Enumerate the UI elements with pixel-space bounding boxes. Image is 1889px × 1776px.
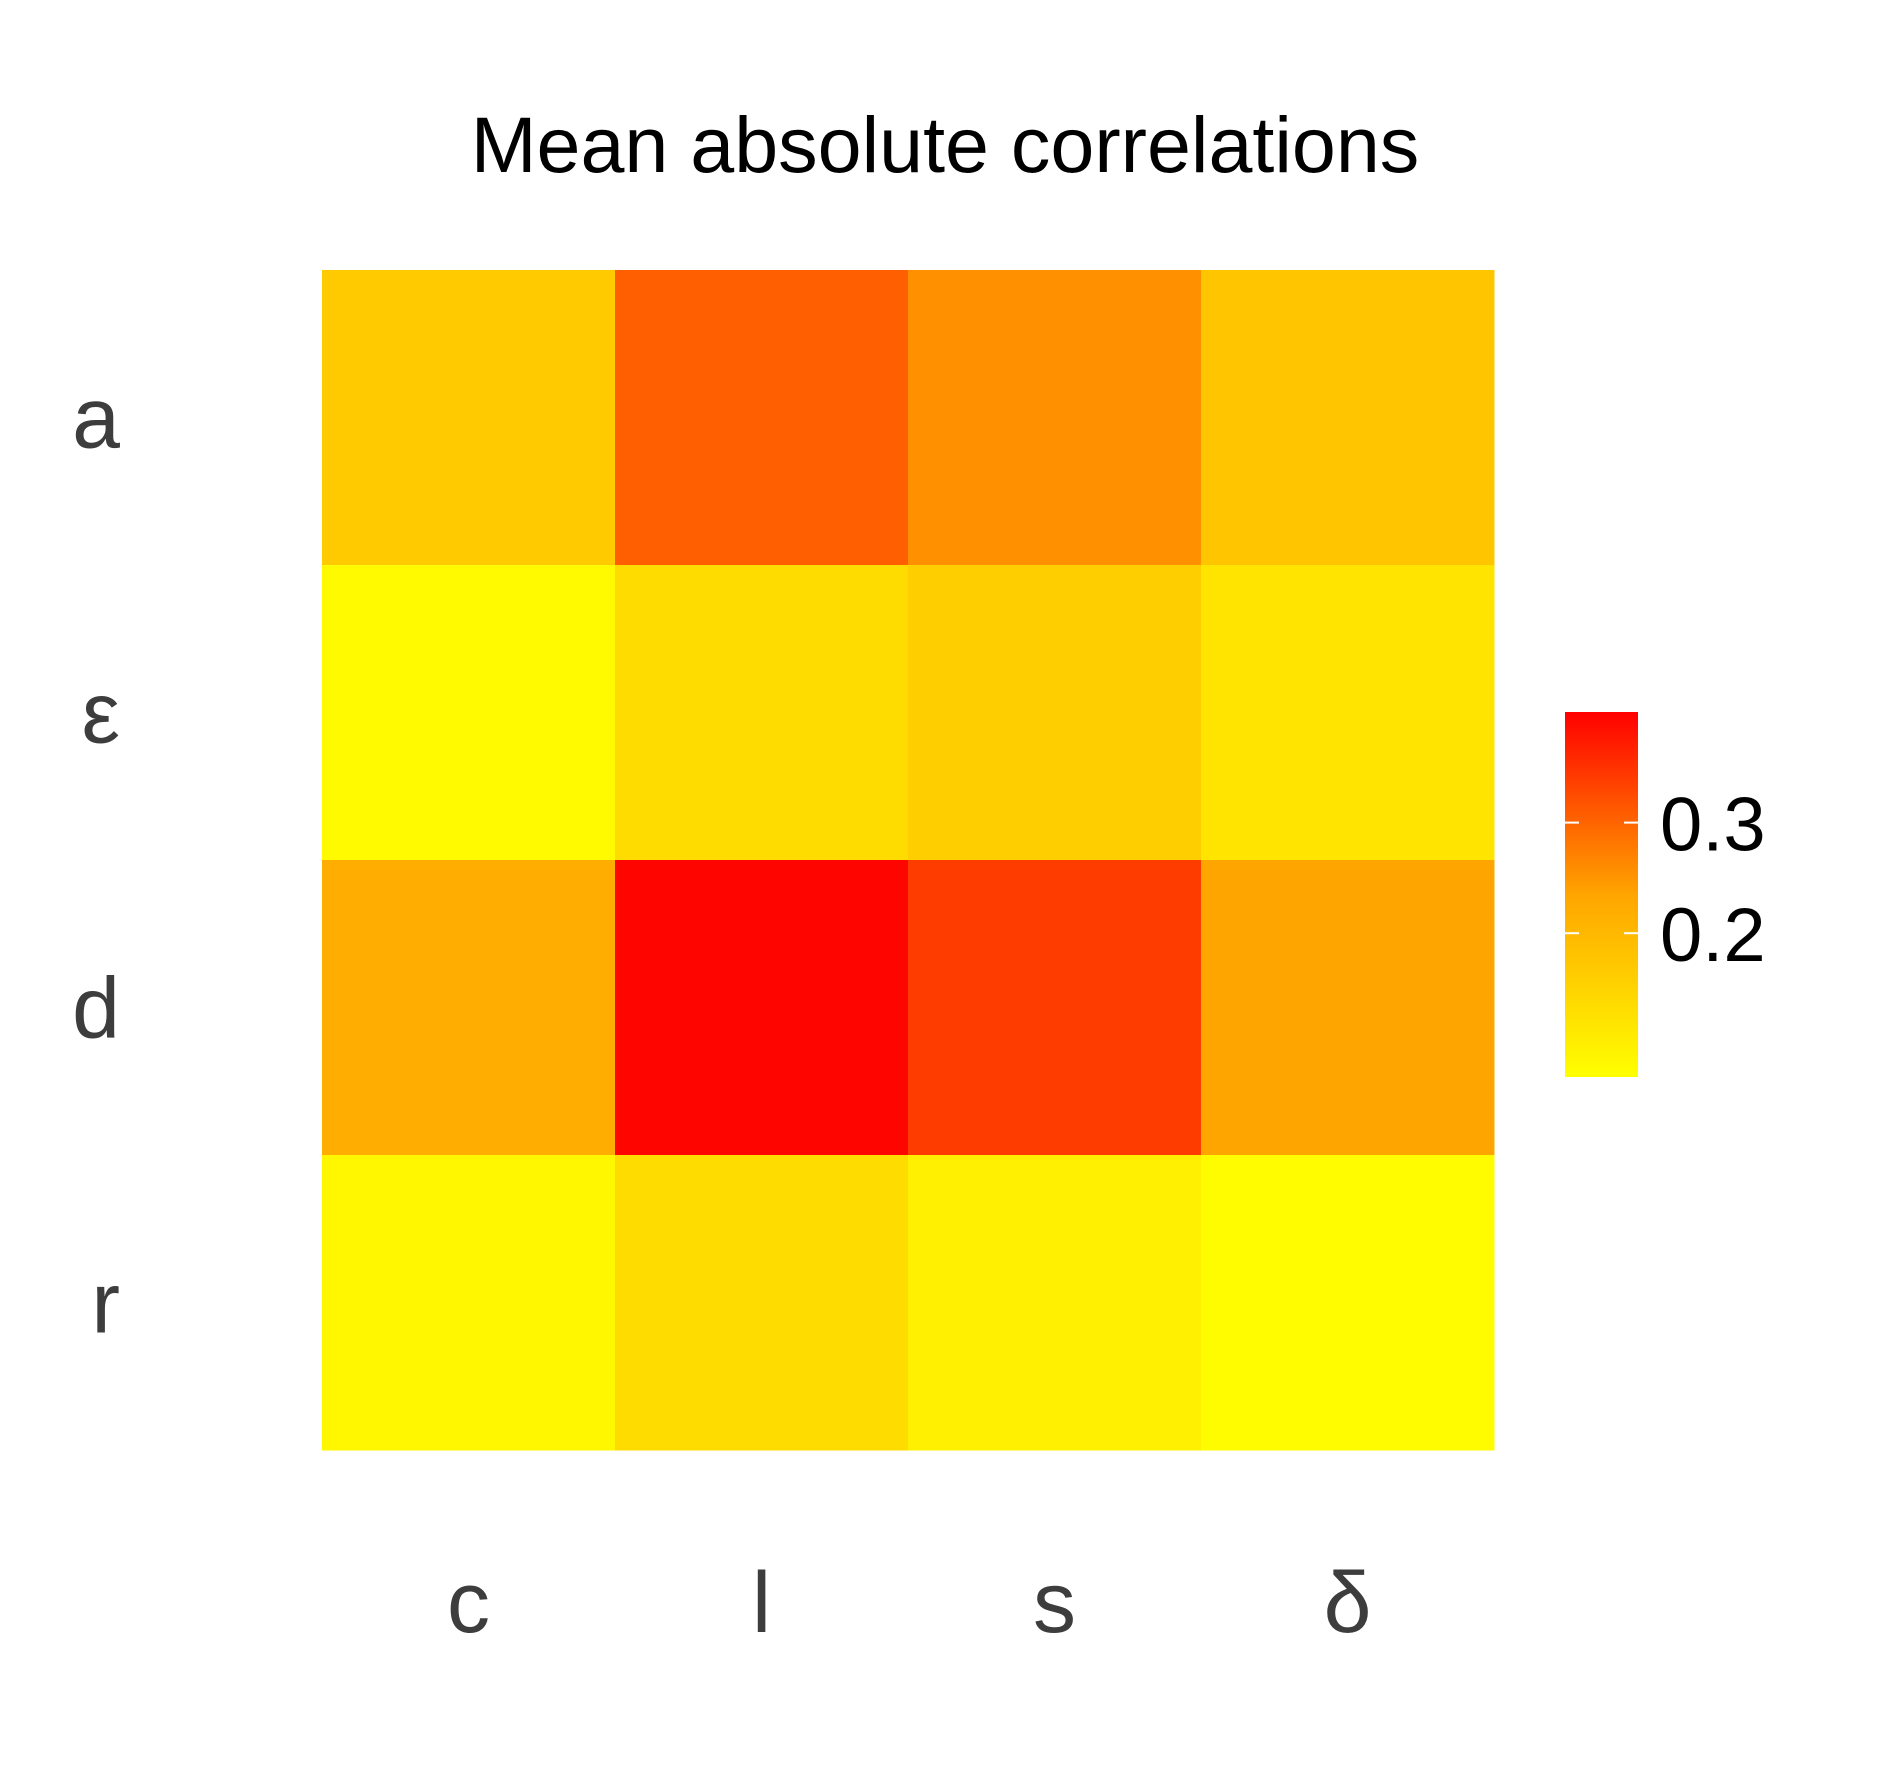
x-tick-label: s [1033,1555,1076,1651]
heatmap-cell [908,860,1202,1156]
heatmap-cell [1201,565,1495,861]
colorbar-tick-label: 0.3 [1660,783,1766,868]
y-tick-label: d [72,961,120,1057]
colorbar-tick-label: 0.2 [1660,893,1766,978]
heatmap-cell [1201,860,1495,1156]
heatmap-cell [615,565,909,861]
heatmap-cell [1201,1155,1495,1451]
chart-title: Mean absolute correlations [471,100,1420,189]
colorbar-legend: 0.20.3 [1565,712,1766,1077]
x-tick-label: c [447,1555,490,1651]
y-tick-label: ε [82,666,120,762]
y-tick-label: a [72,371,120,467]
heatmap-cell [615,270,909,566]
y-tick-label: r [91,1256,120,1352]
x-tick-label: δ [1324,1555,1372,1651]
heatmap-cell [322,565,616,861]
heatmap-cell [322,1155,616,1451]
y-axis-labels: a ε d r [72,371,120,1352]
heatmap-cell [615,1155,909,1451]
x-tick-label: l [752,1555,771,1651]
heatmap-cells [322,270,1495,1451]
heatmap-cell [908,565,1202,861]
heatmap-cell [322,270,616,566]
colorbar-gradient [1565,712,1638,1077]
heatmap-cell [615,860,909,1156]
heatmap-cell [908,1155,1202,1451]
heatmap-cell [1201,270,1495,566]
heatmap-cell [322,860,616,1156]
heatmap-cell [908,270,1202,566]
